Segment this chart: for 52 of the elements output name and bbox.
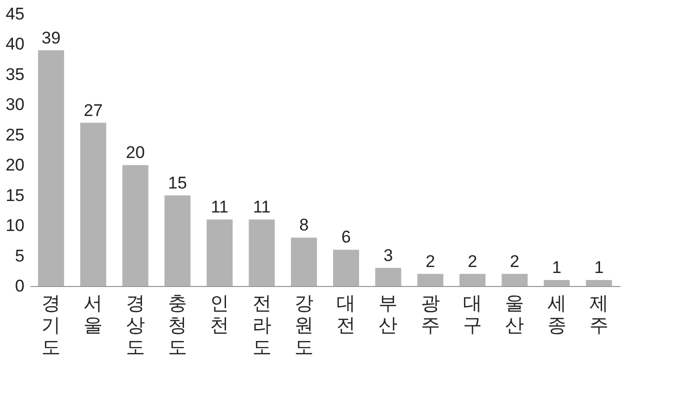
- data-label: 2: [468, 252, 478, 271]
- bar: [248, 220, 275, 286]
- bar: [122, 165, 148, 286]
- bar: [206, 220, 233, 286]
- x-tick-label: 서울: [84, 294, 103, 336]
- y-tick-label: 15: [6, 186, 24, 205]
- x-tick-label: 세종: [547, 294, 566, 336]
- x-tick-label: 광주: [420, 294, 440, 336]
- y-tick-label: 25: [6, 125, 24, 144]
- data-label: 6: [341, 228, 351, 247]
- bar: [290, 238, 317, 286]
- x-tick-label: 대전: [336, 294, 356, 336]
- data-label: 11: [210, 198, 228, 217]
- bar: [460, 274, 486, 286]
- bar: [38, 50, 64, 286]
- bar: [502, 274, 528, 286]
- x-tick-label: 대구: [463, 294, 482, 336]
- bar: [417, 274, 444, 286]
- data-label: 20: [126, 143, 145, 162]
- x-tick-label: 인천: [210, 294, 230, 336]
- y-tick-label: 40: [6, 34, 24, 54]
- bar: [544, 280, 570, 286]
- x-tick-label: 경상도: [126, 294, 145, 358]
- x-tick-label: 충청도: [168, 294, 187, 358]
- data-label: 2: [510, 252, 520, 271]
- x-tick-label: 부산: [378, 294, 398, 336]
- data-label: 8: [299, 216, 309, 235]
- data-label: 39: [42, 28, 61, 48]
- data-label: 2: [426, 252, 436, 271]
- x-tick-label: 강원도: [294, 294, 314, 358]
- y-tick-label: 35: [6, 64, 24, 84]
- y-tick-label: 5: [15, 246, 24, 266]
- x-tick-label: 울산: [505, 294, 524, 336]
- data-label: 1: [552, 258, 562, 277]
- x-tick-label: 제주: [589, 294, 608, 336]
- y-tick-label: 10: [6, 216, 24, 236]
- x-tick-label: 전라도: [252, 294, 272, 358]
- bar: [333, 250, 360, 286]
- data-label: 27: [84, 100, 103, 120]
- bar: [586, 280, 612, 286]
- y-tick-label: 45: [6, 4, 24, 24]
- data-label: 3: [383, 246, 393, 265]
- bar: [164, 195, 190, 286]
- bar: [375, 268, 402, 286]
- data-label: 15: [168, 173, 187, 192]
- x-tick-label: 경기도: [42, 294, 61, 358]
- data-label: 11: [252, 198, 271, 217]
- y-tick-label: 30: [6, 95, 24, 114]
- data-label: 1: [594, 258, 604, 277]
- y-tick-label: 0: [15, 276, 24, 296]
- bar: [80, 122, 106, 286]
- y-tick-label: 20: [6, 156, 24, 175]
